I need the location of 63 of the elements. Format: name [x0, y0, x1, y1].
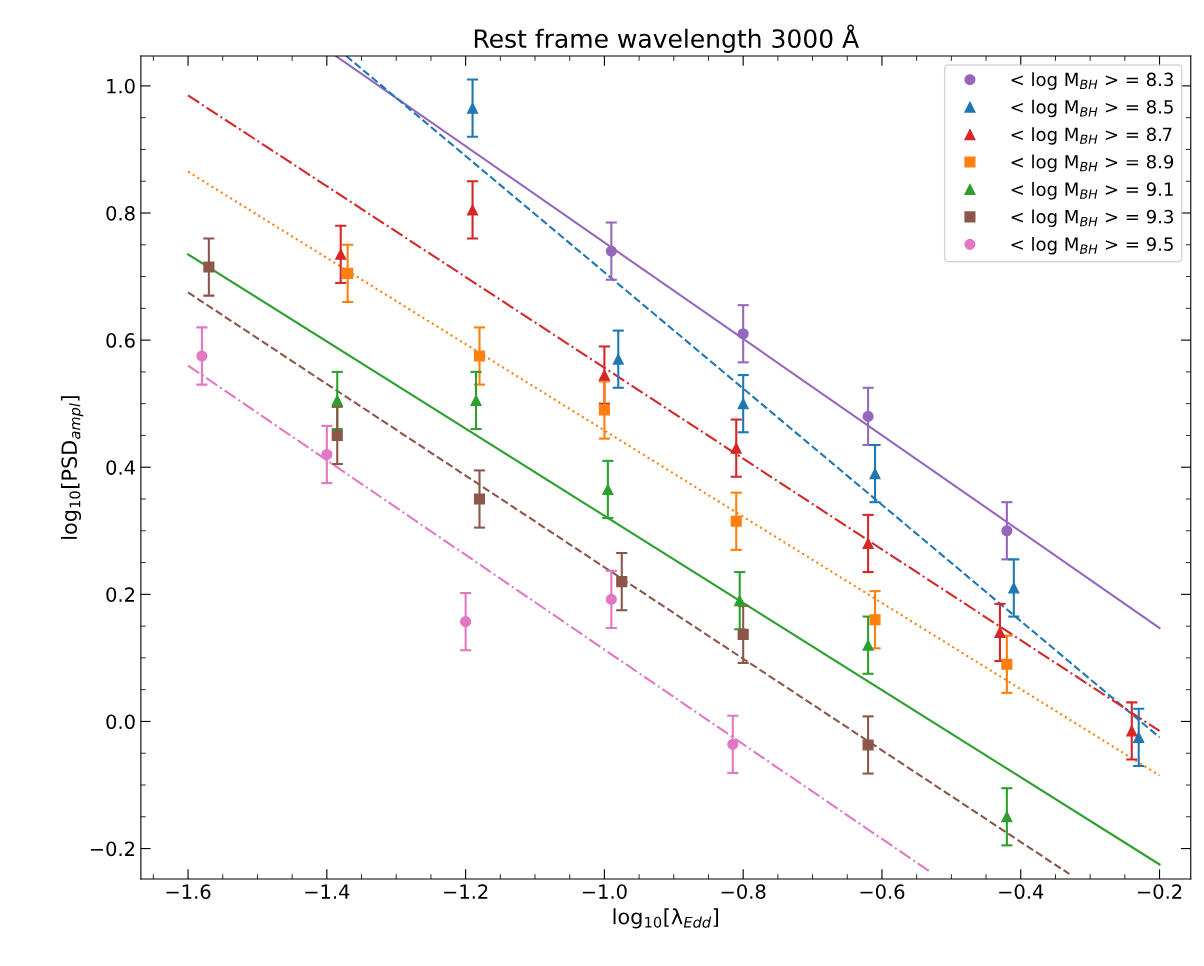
point	[737, 328, 749, 340]
point	[862, 639, 874, 651]
x-tick-label: −1.4	[305, 884, 350, 899]
point	[605, 245, 617, 257]
point	[862, 537, 874, 550]
point	[1133, 731, 1145, 743]
point	[1001, 525, 1013, 537]
x-tick-label: −0.6	[860, 884, 905, 899]
point	[1008, 582, 1020, 594]
legend-label: < log M$_{BH}$ > = 8.9	[1011, 154, 1174, 173]
point	[196, 350, 208, 362]
legend-label: < log M$_{BH}$ > = 9.3	[1011, 209, 1173, 227]
y-tick-label: 0.4	[106, 460, 135, 475]
point	[321, 448, 333, 461]
point	[862, 410, 874, 422]
point	[737, 628, 749, 640]
point	[331, 394, 343, 407]
x-tick-label: −1.2	[444, 884, 488, 899]
point	[473, 350, 486, 362]
point	[869, 614, 881, 626]
point	[605, 593, 617, 605]
point	[467, 204, 479, 216]
point	[727, 738, 739, 750]
point	[616, 576, 628, 588]
y-tick-label: 0.6	[106, 333, 135, 348]
x-tick-label: −0.2	[1137, 884, 1182, 899]
x-tick-label: −1.0	[582, 884, 627, 899]
x-axis-title: log$_{10}$[λ$_{Edd}$]	[613, 908, 719, 929]
point	[473, 493, 486, 505]
point	[730, 515, 742, 527]
point	[598, 369, 610, 381]
y-tick-label: 0.8	[106, 205, 135, 221]
legend-label: < log M$_{BH}$ > = 8.7	[1011, 127, 1172, 145]
y-tick-label: 0.0	[106, 714, 135, 730]
y-tick-label: −0.2	[90, 841, 135, 857]
point	[331, 429, 343, 442]
point	[335, 248, 347, 260]
point	[612, 353, 624, 365]
x-tick-label: −0.8	[721, 884, 766, 899]
point	[869, 468, 881, 480]
point	[734, 595, 746, 607]
legend-label: < log M$_{BH}$ > = 8.3	[1011, 72, 1173, 90]
legend-label: < log M$_{BH}$ > = 9.5	[1011, 236, 1173, 255]
point	[1001, 658, 1013, 670]
y-tick-label: 1.0	[107, 78, 135, 94]
point	[602, 483, 614, 496]
y-tick-label: 0.2	[106, 587, 135, 602]
point	[1126, 725, 1138, 737]
x-tick-label: −1.6	[166, 884, 211, 899]
legend-label: < log M$_{BH}$ > = 8.5	[1011, 99, 1173, 118]
y-axis-title: log$_{10}$[PSD$_{ampl}$]	[60, 396, 84, 539]
point	[598, 404, 610, 416]
point	[862, 739, 874, 751]
point	[1001, 811, 1013, 823]
point	[730, 442, 742, 454]
point	[342, 267, 354, 279]
point	[737, 398, 749, 410]
point	[460, 616, 472, 628]
x-tick-label: −0.4	[999, 884, 1044, 899]
point	[467, 102, 479, 114]
legend-label: < log M$_{BH}$ > = 9.1	[1011, 182, 1173, 200]
point	[203, 261, 215, 273]
chart-title: Rest frame wavelength 3000 Å	[474, 24, 859, 53]
